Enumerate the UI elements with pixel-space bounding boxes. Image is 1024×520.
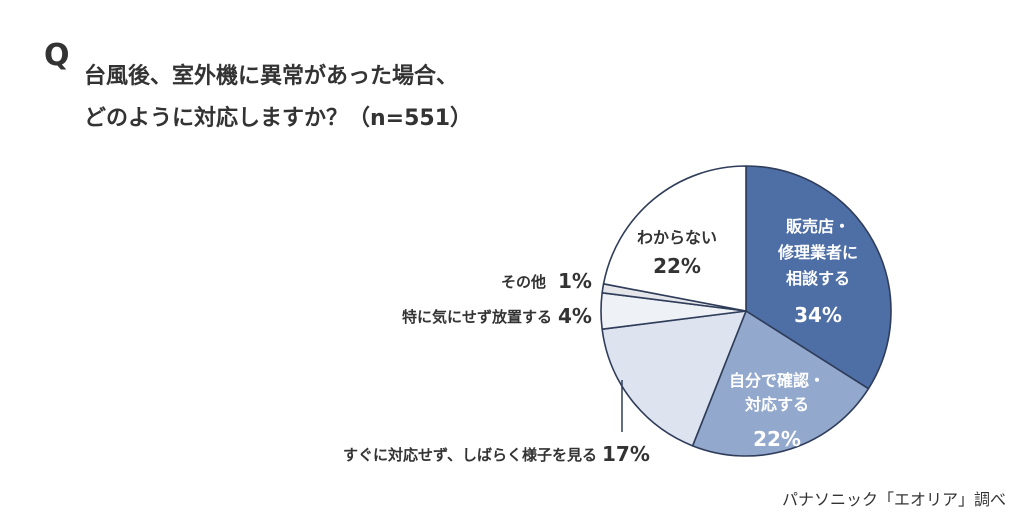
question-mark: Q bbox=[44, 38, 70, 73]
slice-label-3: 特に気にせず放置する bbox=[402, 308, 552, 326]
slice-value-1: 22% bbox=[753, 427, 801, 451]
slice-label-2: すぐに対応せず、しばらく様子を見る bbox=[343, 446, 597, 464]
slice-value-3: 4% bbox=[558, 304, 592, 328]
slice-label-0-line-1: 修理業者に bbox=[777, 243, 858, 262]
slice-label-0-line-2: 相談する bbox=[786, 269, 850, 288]
pie-slice-5 bbox=[602, 165, 747, 312]
slice-label-1-line-1: 対応する bbox=[744, 395, 809, 414]
pie-slice-2 bbox=[601, 310, 747, 447]
slice-label-5-line-0: わからない bbox=[637, 228, 717, 247]
slice-label-0-line-0: 販売店・ bbox=[786, 217, 850, 236]
question-line-1: 台風後、室外機に異常があった場合、 bbox=[84, 64, 459, 89]
slice-label-1-line-0: 自分で確認・ bbox=[729, 371, 825, 390]
slice-label-4: その他 bbox=[501, 273, 546, 291]
question-line-2: どのように対応しますか？（n=551） bbox=[84, 106, 473, 131]
pie-slice-1 bbox=[691, 310, 870, 457]
slice-value-0: 34% bbox=[794, 303, 842, 327]
slice-value-2: 17% bbox=[602, 442, 650, 466]
slice-value-4: 1% bbox=[558, 269, 592, 293]
slice-value-5: 22% bbox=[653, 254, 701, 278]
pie-slice-0 bbox=[745, 165, 892, 390]
source-note: パナソニック「エオリア」調べ bbox=[781, 490, 1006, 509]
